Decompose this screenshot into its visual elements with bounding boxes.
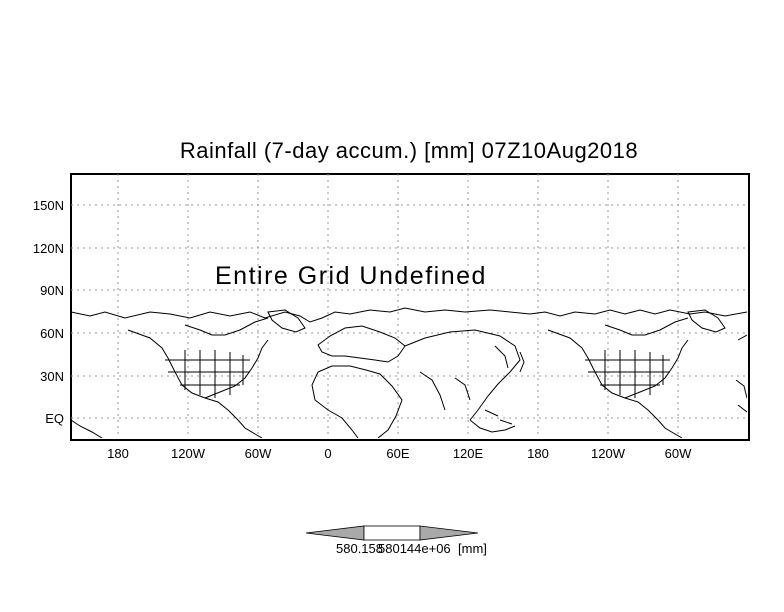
x-tick-label: 120W xyxy=(591,446,625,461)
asia xyxy=(404,329,521,421)
x-tick-label: 180 xyxy=(107,446,129,461)
colorbar-label-unit: [mm] xyxy=(458,541,487,556)
north-america-left xyxy=(127,317,269,438)
colorbar-left-arrow xyxy=(305,525,365,541)
colorbar-right-arrow xyxy=(419,525,479,541)
y-tick-label: 150N xyxy=(32,198,64,213)
y-tick-label: 90N xyxy=(40,283,64,298)
se-asia-islands xyxy=(469,409,516,433)
x-tick-label: 60E xyxy=(386,446,410,461)
greenland-left xyxy=(267,309,306,333)
x-tick-label: 120E xyxy=(452,446,484,461)
undefined-annotation: Entire Grid Undefined xyxy=(215,262,487,290)
colorbar-label-mid: 580144e+06 xyxy=(378,541,451,556)
map-title: Rainfall (7-day accum.) [mm] 07Z10Aug201… xyxy=(179,138,639,163)
x-tick-label: 0 xyxy=(324,446,332,461)
y-tick-label: 60N xyxy=(40,326,64,341)
us-states-left xyxy=(165,350,250,398)
us-states-right xyxy=(585,350,670,398)
x-tick-label: 120W xyxy=(171,446,205,461)
y-tick-label: EQ xyxy=(45,411,64,426)
europe-edge-right xyxy=(735,334,747,413)
y-tick-label: 120N xyxy=(32,241,64,256)
graticule xyxy=(71,174,747,438)
pacific-edge-left xyxy=(71,419,103,438)
x-tick-label: 60W xyxy=(244,446,272,461)
colorbar-box xyxy=(363,525,421,541)
map-frame xyxy=(70,173,750,441)
colorbar xyxy=(305,525,479,541)
europe xyxy=(317,325,406,363)
north-america-right xyxy=(547,317,689,438)
x-tick-label: 180 xyxy=(527,446,549,461)
arctic-coast xyxy=(71,307,747,323)
africa xyxy=(311,365,403,438)
x-tick-label: 60W xyxy=(664,446,692,461)
colorbar-label-left: 580.158 xyxy=(336,541,383,556)
japan xyxy=(519,351,525,373)
greenland-right xyxy=(687,309,726,333)
coastlines xyxy=(71,307,747,438)
y-tick-label: 30N xyxy=(40,369,64,384)
